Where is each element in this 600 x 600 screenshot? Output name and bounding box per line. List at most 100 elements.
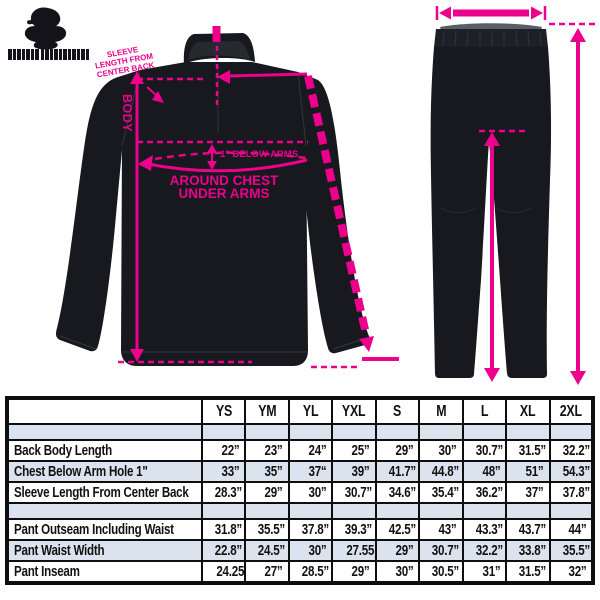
row-label: Pant Inseam [6,560,203,584]
pant-inseam-arrow [479,129,529,382]
size-value-cell [548,423,594,441]
row-label: Chest Below Arm Hole 1" [6,460,203,483]
size-value-cell: 42.5” [374,518,421,541]
table-row: Chest Below Arm Hole 1" 33” 35” 37“ 39” 41.7”… [6,460,594,483]
size-value-cell: 30” [374,560,421,584]
chest-measure: 1" BELOW ARMS AROUND CHEST UNDER ARMS [137,140,308,201]
size-value-cell: 24.5” [244,539,290,562]
size-value-cell: 37“ [287,460,334,483]
size-value-cell [505,423,551,441]
size-value-cell: 27.55” [331,539,377,562]
row-label [6,423,203,441]
size-value-cell: 35.5” [244,518,290,541]
size-value-cell [505,502,551,520]
body-length-arrow: BODY [118,71,252,364]
size-value-cell: 48” [461,460,508,483]
size-value-cell: 30” [418,439,464,462]
row-label: Back Body Length [6,439,203,462]
brand-logo [8,7,89,60]
size-value-cell: 29” [374,439,421,462]
size-value-cell [374,502,421,520]
brand-mascot-icon [24,7,67,50]
size-column-header: YL [287,397,334,425]
size-value-cell [331,423,377,441]
size-value-cell [548,502,594,520]
body-length-label: BODY [120,94,134,132]
size-value-cell: 24.25” [200,560,247,584]
size-value-cell [287,423,334,441]
size-value-cell: 37.8” [548,481,594,504]
size-value-cell: 34.6” [374,481,421,504]
row-label: Pant Waist Width [6,539,203,562]
size-value-cell: 30.7” [418,539,464,562]
size-value-cell: 43” [418,518,464,541]
size-value-cell: 29” [374,539,421,562]
sleeve-length-arrow [137,70,399,369]
spacer-row [6,423,594,441]
size-value-cell: 31.5” [505,560,551,584]
size-value-cell: 28.3” [200,481,247,504]
size-value-cell: 32.2” [548,439,594,462]
size-column-header: XL [505,397,551,425]
size-value-cell: 31.5” [505,439,551,462]
size-column-header: 2XL [548,397,594,425]
pant-outseam-arrow [549,22,597,385]
size-value-cell [461,423,508,441]
size-value-cell: 31.8” [200,518,247,541]
size-value-cell: 36.2” [461,481,508,504]
size-value-cell: 41.7” [374,460,421,483]
size-chart: YS YM YL YXL S M L XL 2XL Back Body Length 22” 23” 2… [5,396,595,585]
size-value-cell: 25” [331,439,377,462]
size-column-header: YM [244,397,290,425]
size-value-cell: 31” [461,560,508,584]
brand-wordmark [8,49,89,60]
size-value-cell: 35.4” [418,481,464,504]
collar-zip-mark [212,26,221,106]
size-column-header: L [461,397,508,425]
size-value-cell [287,502,334,520]
size-value-cell: 35.5” [548,539,594,562]
table-row: Back Body Length 22” 23” 24” 25” 29” 30” 30.7” 3… [6,439,594,462]
size-value-cell [200,502,247,520]
size-value-cell: 23” [244,439,290,462]
size-column-header: YS [200,397,247,425]
size-value-cell: 30.7” [331,481,377,504]
size-value-cell: 27” [244,560,290,584]
spacer-row [6,502,594,520]
size-value-cell: 28.5” [287,560,334,584]
size-value-cell: 30” [287,539,334,562]
size-value-cell: 39” [331,460,377,483]
size-column-header: S [374,397,421,425]
row-label: Sleeve Length From Center Back [6,481,203,504]
size-value-cell [200,423,247,441]
size-value-cell: 24” [287,439,334,462]
size-value-cell: 22.8” [200,539,247,562]
size-table-header-row: YS YM YL YXL S M L XL 2XL [6,397,594,425]
size-value-cell: 54.3” [548,460,594,483]
size-value-cell [418,502,464,520]
corner-cell [6,397,203,425]
table-row: Pant Outseam Including Waist 31.8” 35.5” 37… [6,518,594,541]
size-value-cell [244,423,290,441]
size-value-cell: 30.7” [461,439,508,462]
size-column-header: M [418,397,464,425]
below-arms-label: 1" BELOW ARMS [220,149,298,160]
size-value-cell: 22” [200,439,247,462]
size-value-cell: 32.2” [461,539,508,562]
size-value-cell: 39.3” [331,518,377,541]
size-value-cell: 30” [287,481,334,504]
pant-waist-width-arrow [435,6,547,20]
size-value-cell: 30.5” [418,560,464,584]
size-value-cell: 33” [200,460,247,483]
around-chest-label-line1: AROUND CHEST [170,173,280,188]
size-value-cell: 43.3” [461,518,508,541]
size-value-cell [461,502,508,520]
size-value-cell: 32” [548,560,594,584]
size-chart-table: YS YM YL YXL S M L XL 2XL Back Body Length 22” 23” 2… [5,396,595,585]
table-row: Pant Inseam24.25”27”28.5”29”30”30.5”31”3… [6,560,594,584]
row-label [6,502,203,520]
size-value-cell [244,502,290,520]
size-value-cell [418,423,464,441]
size-value-cell: 35” [244,460,290,483]
size-value-cell: 37” [505,481,551,504]
